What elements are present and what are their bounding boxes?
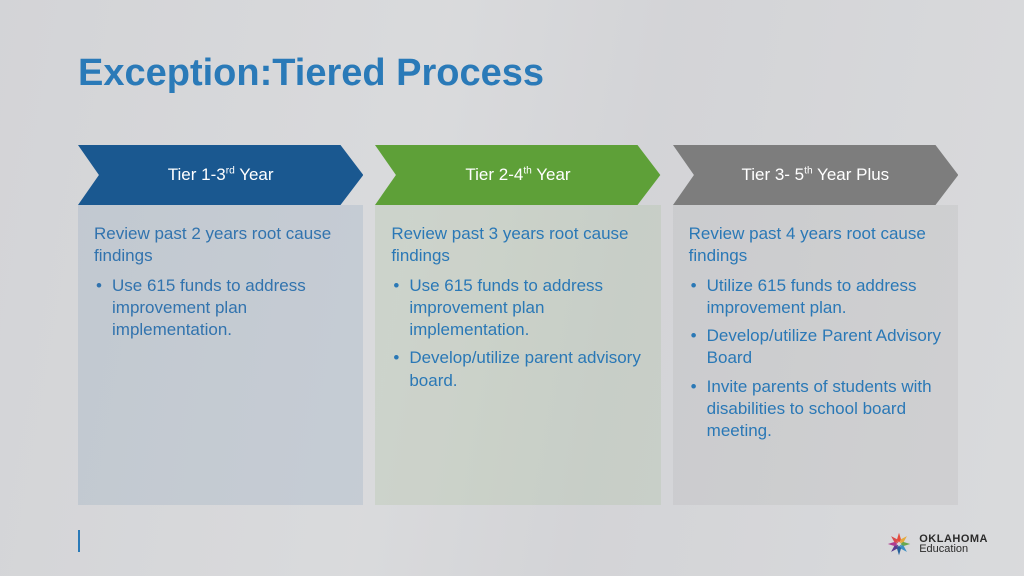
tier-2-body: Review past 3 years root cause findings … [375, 205, 660, 505]
list-item: Develop/utilize Parent Advisory Board [703, 325, 942, 369]
tier-1-header: Tier 1-3rd Year [78, 145, 363, 205]
tier-3-heading: Review past 4 years root cause findings [689, 223, 942, 267]
list-item: Use 615 funds to address improvement pla… [405, 275, 644, 341]
tier-2-header: Tier 2-4th Year [375, 145, 660, 205]
logo-line-2: Education [919, 544, 988, 554]
oklahoma-education-logo: OKLAHOMA Education [885, 530, 988, 558]
tier-3-label-post: Year Plus [813, 165, 890, 184]
tier-column-1: Tier 1-3rd Year Review past 2 years root… [78, 145, 363, 505]
tier-3-label: Tier 3- 5th Year Plus [741, 165, 889, 185]
tier-1-label-sup: rd [226, 165, 235, 176]
slide-title: Exception:Tiered Process [78, 52, 544, 95]
tier-1-label-pre: Tier 1-3 [168, 165, 226, 184]
tier-1-label-post: Year [235, 165, 274, 184]
tier-column-2: Tier 2-4th Year Review past 3 years root… [375, 145, 660, 505]
list-item: Develop/utilize parent advisory board. [405, 347, 644, 391]
tier-2-label-post: Year [532, 165, 571, 184]
tier-3-label-pre: Tier 3- 5 [741, 165, 804, 184]
tier-3-bullets: Utilize 615 funds to address improvement… [689, 275, 942, 442]
list-item: Use 615 funds to address improvement pla… [108, 275, 347, 341]
list-item: Invite parents of students with disabili… [703, 376, 942, 442]
page-marker [78, 530, 80, 552]
tier-1-body: Review past 2 years root cause findings … [78, 205, 363, 505]
tier-1-label: Tier 1-3rd Year [168, 165, 274, 185]
tier-columns: Tier 1-3rd Year Review past 2 years root… [78, 145, 958, 505]
tier-1-heading: Review past 2 years root cause findings [94, 223, 347, 267]
tier-2-label-pre: Tier 2-4 [465, 165, 523, 184]
tier-2-label: Tier 2-4th Year [465, 165, 570, 185]
tier-2-bullets: Use 615 funds to address improvement pla… [391, 275, 644, 391]
logo-text: OKLAHOMA Education [919, 534, 988, 555]
tier-2-label-sup: th [523, 165, 532, 176]
tier-column-3: Tier 3- 5th Year Plus Review past 4 year… [673, 145, 958, 505]
list-item: Utilize 615 funds to address improvement… [703, 275, 942, 319]
starburst-icon [885, 530, 913, 558]
tier-3-label-sup: th [804, 165, 813, 176]
tier-1-bullets: Use 615 funds to address improvement pla… [94, 275, 347, 341]
tier-3-body: Review past 4 years root cause findings … [673, 205, 958, 505]
tier-2-heading: Review past 3 years root cause findings [391, 223, 644, 267]
tier-3-header: Tier 3- 5th Year Plus [673, 145, 958, 205]
